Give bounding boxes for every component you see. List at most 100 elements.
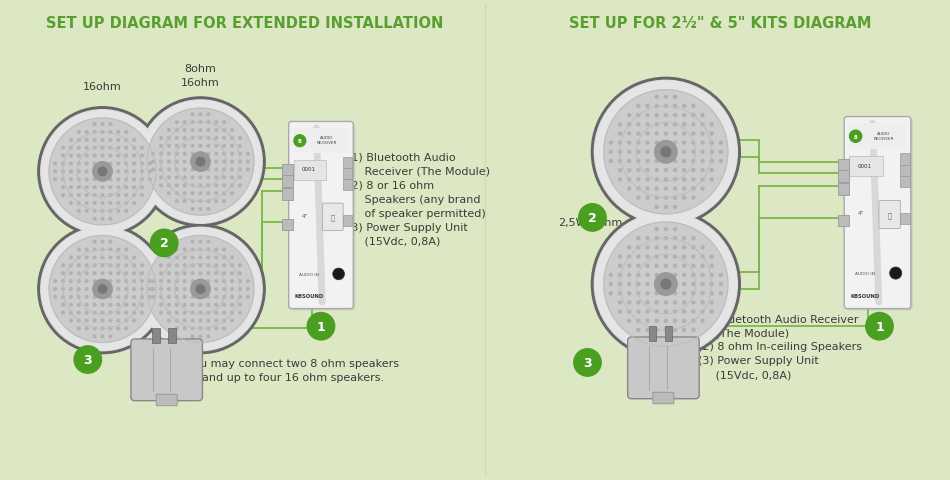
Circle shape	[141, 155, 143, 157]
Circle shape	[133, 288, 136, 291]
Circle shape	[692, 237, 695, 240]
Circle shape	[200, 264, 201, 267]
Circle shape	[101, 256, 104, 259]
Circle shape	[160, 296, 162, 299]
Circle shape	[109, 296, 112, 299]
Circle shape	[200, 256, 201, 259]
Circle shape	[78, 155, 80, 157]
Circle shape	[93, 280, 96, 283]
Circle shape	[628, 123, 631, 127]
Circle shape	[176, 200, 178, 203]
Circle shape	[692, 169, 695, 172]
Circle shape	[674, 197, 676, 200]
Circle shape	[109, 249, 112, 252]
Circle shape	[133, 179, 136, 181]
Circle shape	[133, 194, 136, 197]
Circle shape	[78, 264, 80, 267]
Circle shape	[167, 296, 170, 299]
Circle shape	[646, 179, 649, 181]
Circle shape	[656, 169, 658, 172]
Circle shape	[183, 249, 186, 252]
Circle shape	[191, 130, 194, 132]
Circle shape	[231, 272, 234, 275]
Circle shape	[93, 320, 96, 322]
Circle shape	[78, 147, 80, 150]
FancyBboxPatch shape	[294, 160, 326, 180]
Circle shape	[674, 329, 676, 332]
Circle shape	[849, 131, 862, 143]
Circle shape	[42, 111, 163, 233]
Circle shape	[231, 288, 234, 291]
Circle shape	[223, 130, 225, 132]
Circle shape	[133, 163, 136, 166]
Circle shape	[200, 272, 201, 275]
Circle shape	[636, 123, 640, 127]
Circle shape	[124, 171, 127, 173]
Circle shape	[683, 188, 686, 191]
Circle shape	[646, 292, 649, 295]
Circle shape	[574, 349, 601, 376]
Circle shape	[62, 280, 65, 283]
Circle shape	[147, 236, 254, 343]
Circle shape	[109, 155, 112, 157]
Circle shape	[124, 210, 127, 213]
Circle shape	[133, 256, 136, 259]
Circle shape	[167, 256, 170, 259]
Circle shape	[160, 161, 162, 164]
FancyBboxPatch shape	[282, 189, 293, 200]
Circle shape	[101, 218, 104, 221]
Circle shape	[191, 280, 210, 299]
Circle shape	[69, 163, 72, 166]
Circle shape	[133, 202, 136, 205]
Circle shape	[101, 249, 104, 252]
Circle shape	[160, 288, 162, 291]
Circle shape	[664, 320, 668, 323]
Text: AUDIO
RECEIVER: AUDIO RECEIVER	[316, 136, 337, 145]
Circle shape	[152, 296, 155, 299]
Circle shape	[692, 188, 695, 191]
Circle shape	[674, 179, 676, 181]
Circle shape	[101, 327, 104, 330]
Text: SET UP DIAGRAM FOR EXTENDED INSTALLATION: SET UP DIAGRAM FOR EXTENDED INSTALLATION	[46, 16, 444, 31]
Circle shape	[167, 288, 170, 291]
Circle shape	[664, 142, 668, 145]
Circle shape	[215, 130, 218, 132]
Circle shape	[133, 320, 136, 322]
Circle shape	[618, 132, 621, 136]
FancyBboxPatch shape	[838, 183, 848, 195]
Circle shape	[139, 101, 262, 224]
Circle shape	[628, 255, 631, 259]
Circle shape	[62, 147, 65, 150]
Circle shape	[124, 147, 127, 150]
Circle shape	[674, 274, 676, 277]
Text: 16ohm: 16ohm	[83, 82, 122, 92]
FancyBboxPatch shape	[289, 122, 353, 309]
Circle shape	[719, 292, 722, 295]
Circle shape	[101, 296, 104, 299]
Circle shape	[176, 272, 178, 275]
Circle shape	[238, 272, 241, 275]
Circle shape	[661, 147, 671, 157]
Circle shape	[609, 292, 613, 295]
Circle shape	[140, 102, 261, 223]
FancyBboxPatch shape	[900, 154, 909, 165]
Circle shape	[701, 283, 704, 286]
Circle shape	[133, 171, 136, 173]
Circle shape	[656, 237, 658, 240]
Circle shape	[176, 137, 178, 140]
Circle shape	[191, 114, 194, 116]
Circle shape	[674, 160, 676, 163]
Circle shape	[223, 177, 225, 180]
Circle shape	[674, 123, 676, 127]
Circle shape	[62, 194, 65, 197]
Circle shape	[176, 304, 178, 306]
Circle shape	[223, 272, 225, 275]
Circle shape	[124, 155, 127, 157]
Circle shape	[117, 264, 120, 267]
Circle shape	[664, 292, 668, 295]
Circle shape	[664, 160, 668, 163]
Circle shape	[656, 301, 658, 304]
Circle shape	[101, 288, 104, 291]
Circle shape	[152, 161, 155, 164]
Text: KBSOUND: KBSOUND	[850, 293, 880, 298]
